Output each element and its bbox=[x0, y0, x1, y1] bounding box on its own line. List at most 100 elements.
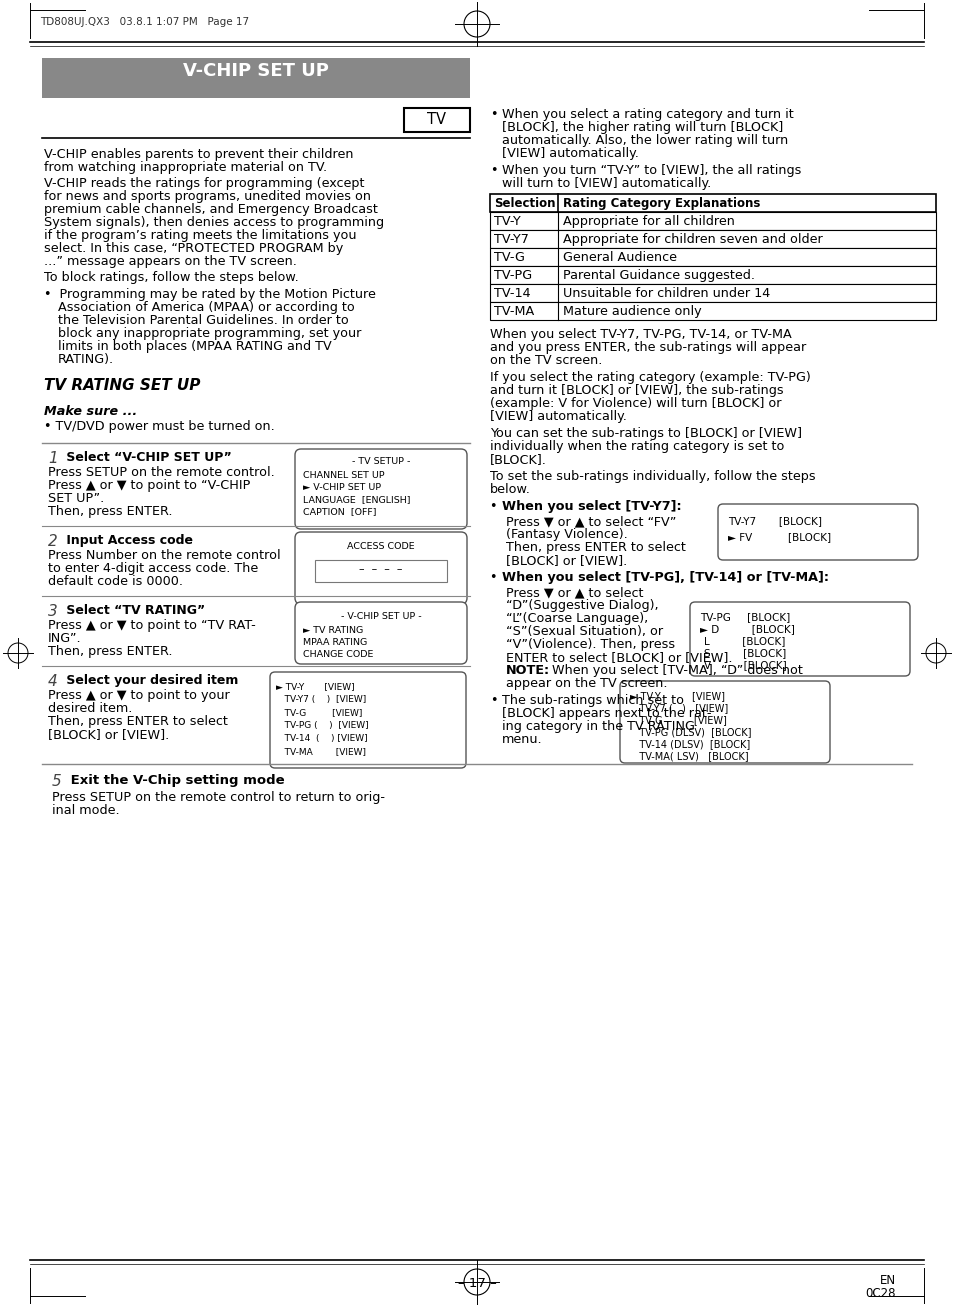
Text: CAPTION  [OFF]: CAPTION [OFF] bbox=[303, 507, 376, 516]
Text: premium cable channels, and Emergency Broadcast: premium cable channels, and Emergency Br… bbox=[44, 202, 377, 215]
Text: TV-MA        [VIEW]: TV-MA [VIEW] bbox=[275, 747, 366, 756]
Text: SET UP”.: SET UP”. bbox=[48, 492, 104, 505]
Text: for news and sports programs, unedited movies on: for news and sports programs, unedited m… bbox=[44, 189, 371, 202]
Text: TV-Y: TV-Y bbox=[494, 215, 520, 229]
Text: MPAA RATING: MPAA RATING bbox=[303, 639, 367, 646]
Text: Then, press ENTER.: Then, press ENTER. bbox=[48, 505, 172, 518]
Text: V-CHIP SET UP: V-CHIP SET UP bbox=[183, 61, 329, 80]
Text: 2: 2 bbox=[48, 534, 58, 549]
Text: If you select the rating category (example: TV-PG): If you select the rating category (examp… bbox=[490, 371, 810, 384]
Text: Make sure ...: Make sure ... bbox=[44, 405, 137, 418]
Text: •  Programming may be rated by the Motion Picture: • Programming may be rated by the Motion… bbox=[44, 289, 375, 300]
Bar bbox=[490, 230, 935, 248]
Text: TV-14: TV-14 bbox=[494, 287, 530, 300]
Text: on the TV screen.: on the TV screen. bbox=[490, 354, 601, 367]
Text: TV-14  (    ) [VIEW]: TV-14 ( ) [VIEW] bbox=[275, 734, 367, 743]
Text: “D”(Suggestive Dialog),: “D”(Suggestive Dialog), bbox=[505, 599, 658, 613]
Text: block any inappropriate programming, set your: block any inappropriate programming, set… bbox=[58, 326, 361, 340]
Text: [BLOCK] or [VIEW].: [BLOCK] or [VIEW]. bbox=[505, 554, 626, 567]
Text: individually when the rating category is set to: individually when the rating category is… bbox=[490, 440, 783, 453]
Text: inal mode.: inal mode. bbox=[52, 804, 119, 818]
Text: from watching inappropriate material on TV.: from watching inappropriate material on … bbox=[44, 161, 327, 174]
Text: •: • bbox=[490, 571, 501, 584]
Text: ENTER to select [BLOCK] or [VIEW].: ENTER to select [BLOCK] or [VIEW]. bbox=[505, 650, 732, 663]
Text: When you select a rating category and turn it: When you select a rating category and tu… bbox=[501, 108, 793, 121]
Text: [VIEW] automatically.: [VIEW] automatically. bbox=[490, 410, 626, 423]
Text: • TV/DVD power must be turned on.: • TV/DVD power must be turned on. bbox=[44, 421, 274, 434]
Text: –  –  –  –: – – – – bbox=[359, 564, 402, 575]
Text: TV-Y7 (   )   [VIEW]: TV-Y7 ( ) [VIEW] bbox=[629, 703, 727, 713]
Text: The sub-ratings which set to: The sub-ratings which set to bbox=[501, 693, 683, 707]
Bar bbox=[490, 195, 935, 212]
Text: Select “V-CHIP SET UP”: Select “V-CHIP SET UP” bbox=[62, 451, 232, 464]
Bar bbox=[314, 560, 447, 582]
Text: and you press ENTER, the sub-ratings will appear: and you press ENTER, the sub-ratings wil… bbox=[490, 341, 805, 354]
Text: Selection: Selection bbox=[494, 197, 555, 210]
Text: 5: 5 bbox=[52, 774, 62, 789]
Text: •: • bbox=[490, 693, 497, 707]
Text: Then, press ENTER to select: Then, press ENTER to select bbox=[48, 714, 228, 727]
Text: TV-Y7       [BLOCK]: TV-Y7 [BLOCK] bbox=[727, 516, 821, 526]
Text: (Fantasy Violence).: (Fantasy Violence). bbox=[505, 528, 627, 541]
Text: the Television Parental Guidelines. In order to: the Television Parental Guidelines. In o… bbox=[58, 313, 349, 326]
Text: TV RATING SET UP: TV RATING SET UP bbox=[44, 377, 200, 393]
Text: - V-CHIP SET UP -: - V-CHIP SET UP - bbox=[340, 613, 421, 620]
Text: menu.: menu. bbox=[501, 733, 542, 746]
Text: ► FV           [BLOCK]: ► FV [BLOCK] bbox=[727, 532, 830, 542]
Text: V-CHIP reads the ratings for programming (except: V-CHIP reads the ratings for programming… bbox=[44, 178, 364, 189]
Text: TV-G: TV-G bbox=[494, 251, 524, 264]
Text: Press ▲ or ▼ to point to your: Press ▲ or ▼ to point to your bbox=[48, 690, 230, 703]
Text: below.: below. bbox=[490, 483, 530, 496]
Text: TV-Y7: TV-Y7 bbox=[494, 232, 528, 246]
Text: Press Number on the remote control: Press Number on the remote control bbox=[48, 549, 280, 562]
Text: TV: TV bbox=[427, 112, 446, 127]
Text: Press SETUP on the remote control.: Press SETUP on the remote control. bbox=[48, 466, 274, 479]
Text: ► V-CHIP SET UP: ► V-CHIP SET UP bbox=[303, 483, 381, 492]
Text: desired item.: desired item. bbox=[48, 703, 132, 714]
Text: To set the sub-ratings individually, follow the steps: To set the sub-ratings individually, fol… bbox=[490, 470, 815, 483]
Text: TD808UJ.QX3   03.8.1 1:07 PM   Page 17: TD808UJ.QX3 03.8.1 1:07 PM Page 17 bbox=[40, 17, 249, 27]
Text: “V”(Violence). Then, press: “V”(Violence). Then, press bbox=[505, 639, 675, 650]
Text: Input Access code: Input Access code bbox=[62, 534, 193, 547]
Text: Appropriate for children seven and older: Appropriate for children seven and older bbox=[562, 232, 821, 246]
Text: ► TV-Y       [VIEW]: ► TV-Y [VIEW] bbox=[275, 682, 355, 691]
Text: Press ▼ or ▲ to select “FV”: Press ▼ or ▲ to select “FV” bbox=[505, 515, 676, 528]
Text: When you select [TV-MA], “D” does not: When you select [TV-MA], “D” does not bbox=[547, 663, 802, 677]
FancyBboxPatch shape bbox=[718, 504, 917, 560]
Text: - TV SETUP -: - TV SETUP - bbox=[352, 457, 410, 466]
Text: CHANGE CODE: CHANGE CODE bbox=[303, 650, 373, 660]
Text: Rating Category Explanations: Rating Category Explanations bbox=[562, 197, 760, 210]
Text: Association of America (MPAA) or according to: Association of America (MPAA) or accordi… bbox=[58, 300, 355, 313]
Text: ACCESS CODE: ACCESS CODE bbox=[347, 542, 415, 551]
Text: TV-G         [VIEW]: TV-G [VIEW] bbox=[275, 708, 362, 717]
Text: – 17 –: – 17 – bbox=[457, 1277, 496, 1290]
FancyBboxPatch shape bbox=[294, 532, 467, 603]
Text: Select “TV RATING”: Select “TV RATING” bbox=[62, 603, 205, 616]
Text: S          [BLOCK]: S [BLOCK] bbox=[703, 648, 785, 658]
Text: Unsuitable for children under 14: Unsuitable for children under 14 bbox=[562, 287, 769, 300]
Text: When you select [TV-PG], [TV-14] or [TV-MA]:: When you select [TV-PG], [TV-14] or [TV-… bbox=[501, 571, 828, 584]
Text: TV-14 (DLSV)  [BLOCK]: TV-14 (DLSV) [BLOCK] bbox=[629, 739, 749, 750]
Text: TV-PG     [BLOCK]: TV-PG [BLOCK] bbox=[700, 613, 789, 622]
Text: [BLOCK] or [VIEW].: [BLOCK] or [VIEW]. bbox=[48, 727, 169, 741]
Text: select. In this case, “PROTECTED PROGRAM by: select. In this case, “PROTECTED PROGRAM… bbox=[44, 242, 343, 255]
Text: To block ratings, follow the steps below.: To block ratings, follow the steps below… bbox=[44, 272, 298, 283]
Text: automatically. Also, the lower rating will turn: automatically. Also, the lower rating wi… bbox=[501, 135, 787, 148]
Bar bbox=[490, 212, 935, 230]
Text: RATING).: RATING). bbox=[58, 353, 114, 366]
Text: “L”(Coarse Language),: “L”(Coarse Language), bbox=[505, 613, 648, 626]
FancyBboxPatch shape bbox=[294, 602, 467, 663]
Text: (example: V for Violence) will turn [BLOCK] or: (example: V for Violence) will turn [BLO… bbox=[490, 397, 781, 410]
FancyBboxPatch shape bbox=[270, 673, 465, 768]
Text: Select your desired item: Select your desired item bbox=[62, 674, 238, 687]
Text: limits in both places (MPAA RATING and TV: limits in both places (MPAA RATING and T… bbox=[58, 340, 332, 353]
Text: General Audience: General Audience bbox=[562, 251, 677, 264]
Text: V          [BLOCK]: V [BLOCK] bbox=[703, 660, 786, 670]
Text: TV-Y7 (    )  [VIEW]: TV-Y7 ( ) [VIEW] bbox=[275, 695, 366, 704]
Text: “S”(Sexual Situation), or: “S”(Sexual Situation), or bbox=[505, 626, 662, 639]
Text: EN: EN bbox=[879, 1273, 895, 1286]
Text: Parental Guidance suggested.: Parental Guidance suggested. bbox=[562, 269, 754, 282]
Text: ...” message appears on the TV screen.: ...” message appears on the TV screen. bbox=[44, 255, 296, 268]
Text: CHANNEL SET UP: CHANNEL SET UP bbox=[303, 471, 384, 481]
Text: TV-PG: TV-PG bbox=[494, 269, 532, 282]
